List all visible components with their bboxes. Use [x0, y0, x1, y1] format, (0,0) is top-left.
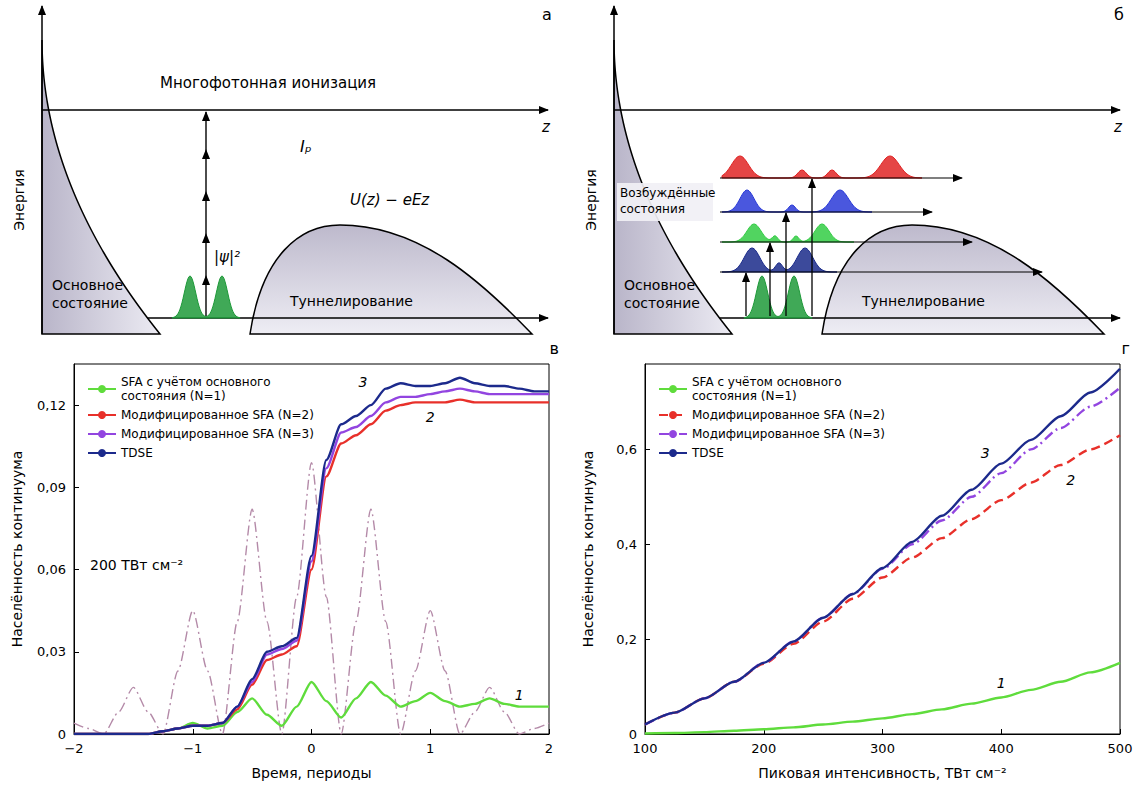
svg-text:300: 300	[870, 741, 895, 756]
svg-text:Туннелирование: Туннелирование	[861, 293, 985, 309]
svg-text:SFA с учётом основного: SFA с учётом основного	[121, 375, 271, 389]
svg-text:Возбуждённые: Возбуждённые	[620, 186, 716, 200]
svg-text:3: 3	[981, 445, 990, 461]
svg-text:Модифицированное SFA (N=2): Модифицированное SFA (N=2)	[121, 408, 314, 422]
svg-text:Основное: Основное	[624, 277, 695, 293]
svg-text:0,4: 0,4	[616, 537, 637, 552]
svg-text:0: 0	[629, 727, 637, 742]
svg-text:200 ТВт см⁻²: 200 ТВт см⁻²	[90, 557, 183, 573]
svg-text:0,06: 0,06	[37, 562, 66, 577]
svg-text:0,12: 0,12	[37, 398, 66, 413]
svg-text:Населённость континуума: Населённость континуума	[580, 451, 596, 648]
svg-text:Пиковая интенсивность, ТВт см⁻: Пиковая интенсивность, ТВт см⁻²	[758, 765, 1006, 781]
svg-text:Модифицированное SFA (N=3): Модифицированное SFA (N=3)	[121, 427, 314, 441]
svg-text:состояния (N=1): состояния (N=1)	[692, 389, 797, 403]
svg-text:Модифицированное SFA (N=3): Модифицированное SFA (N=3)	[692, 427, 885, 441]
svg-text:Модифицированное SFA (N=2): Модифицированное SFA (N=2)	[692, 408, 885, 422]
svg-text:0,6: 0,6	[616, 442, 637, 457]
svg-text:SFA с учётом основного: SFA с учётом основного	[692, 375, 842, 389]
svg-text:в: в	[550, 339, 559, 358]
svg-text:Время, периоды: Время, периоды	[251, 765, 371, 781]
svg-text:z: z	[541, 118, 551, 136]
svg-text:Населённость континуума: Населённость континуума	[9, 451, 25, 648]
svg-text:состояние: состояние	[624, 295, 700, 311]
svg-text:−2: −2	[64, 741, 83, 756]
svg-text:3: 3	[358, 374, 367, 390]
svg-text:0: 0	[307, 741, 315, 756]
svg-text:1: 1	[997, 675, 1006, 691]
svg-text:г: г	[1122, 339, 1130, 358]
svg-text:100: 100	[633, 741, 658, 756]
svg-text:1: 1	[515, 687, 524, 703]
svg-text:состояния (N=1): состояния (N=1)	[121, 389, 226, 403]
svg-text:состояния: состояния	[620, 202, 685, 216]
svg-text:0,09: 0,09	[37, 480, 66, 495]
svg-text:Основное: Основное	[52, 277, 123, 293]
svg-text:а: а	[542, 5, 552, 24]
svg-text:0: 0	[58, 727, 66, 742]
svg-text:Энергия: Энергия	[11, 169, 27, 230]
svg-text:U(z) − eEz: U(z) − eEz	[350, 191, 430, 209]
svg-text:состояние: состояние	[52, 295, 128, 311]
svg-text:TDSE: TDSE	[691, 446, 724, 460]
svg-text:Энергия: Энергия	[583, 169, 599, 230]
svg-text:500: 500	[1108, 741, 1133, 756]
svg-text:2: 2	[1066, 472, 1075, 488]
svg-text:1: 1	[426, 741, 434, 756]
svg-text:0,2: 0,2	[616, 632, 637, 647]
svg-text:2: 2	[426, 409, 435, 425]
svg-text:|ψ|²: |ψ|²	[214, 248, 240, 266]
svg-text:200: 200	[751, 741, 776, 756]
svg-text:z: z	[1113, 118, 1123, 136]
svg-text:Туннелирование: Туннелирование	[289, 293, 413, 309]
svg-text:2: 2	[545, 741, 553, 756]
svg-text:Iₚ: Iₚ	[300, 137, 312, 156]
svg-text:Многофотонная ионизация: Многофотонная ионизация	[160, 74, 376, 92]
svg-text:−1: −1	[183, 741, 202, 756]
svg-text:0,03: 0,03	[37, 644, 66, 659]
svg-text:TDSE: TDSE	[120, 446, 153, 460]
svg-text:б: б	[1114, 5, 1124, 24]
svg-text:400: 400	[989, 741, 1014, 756]
